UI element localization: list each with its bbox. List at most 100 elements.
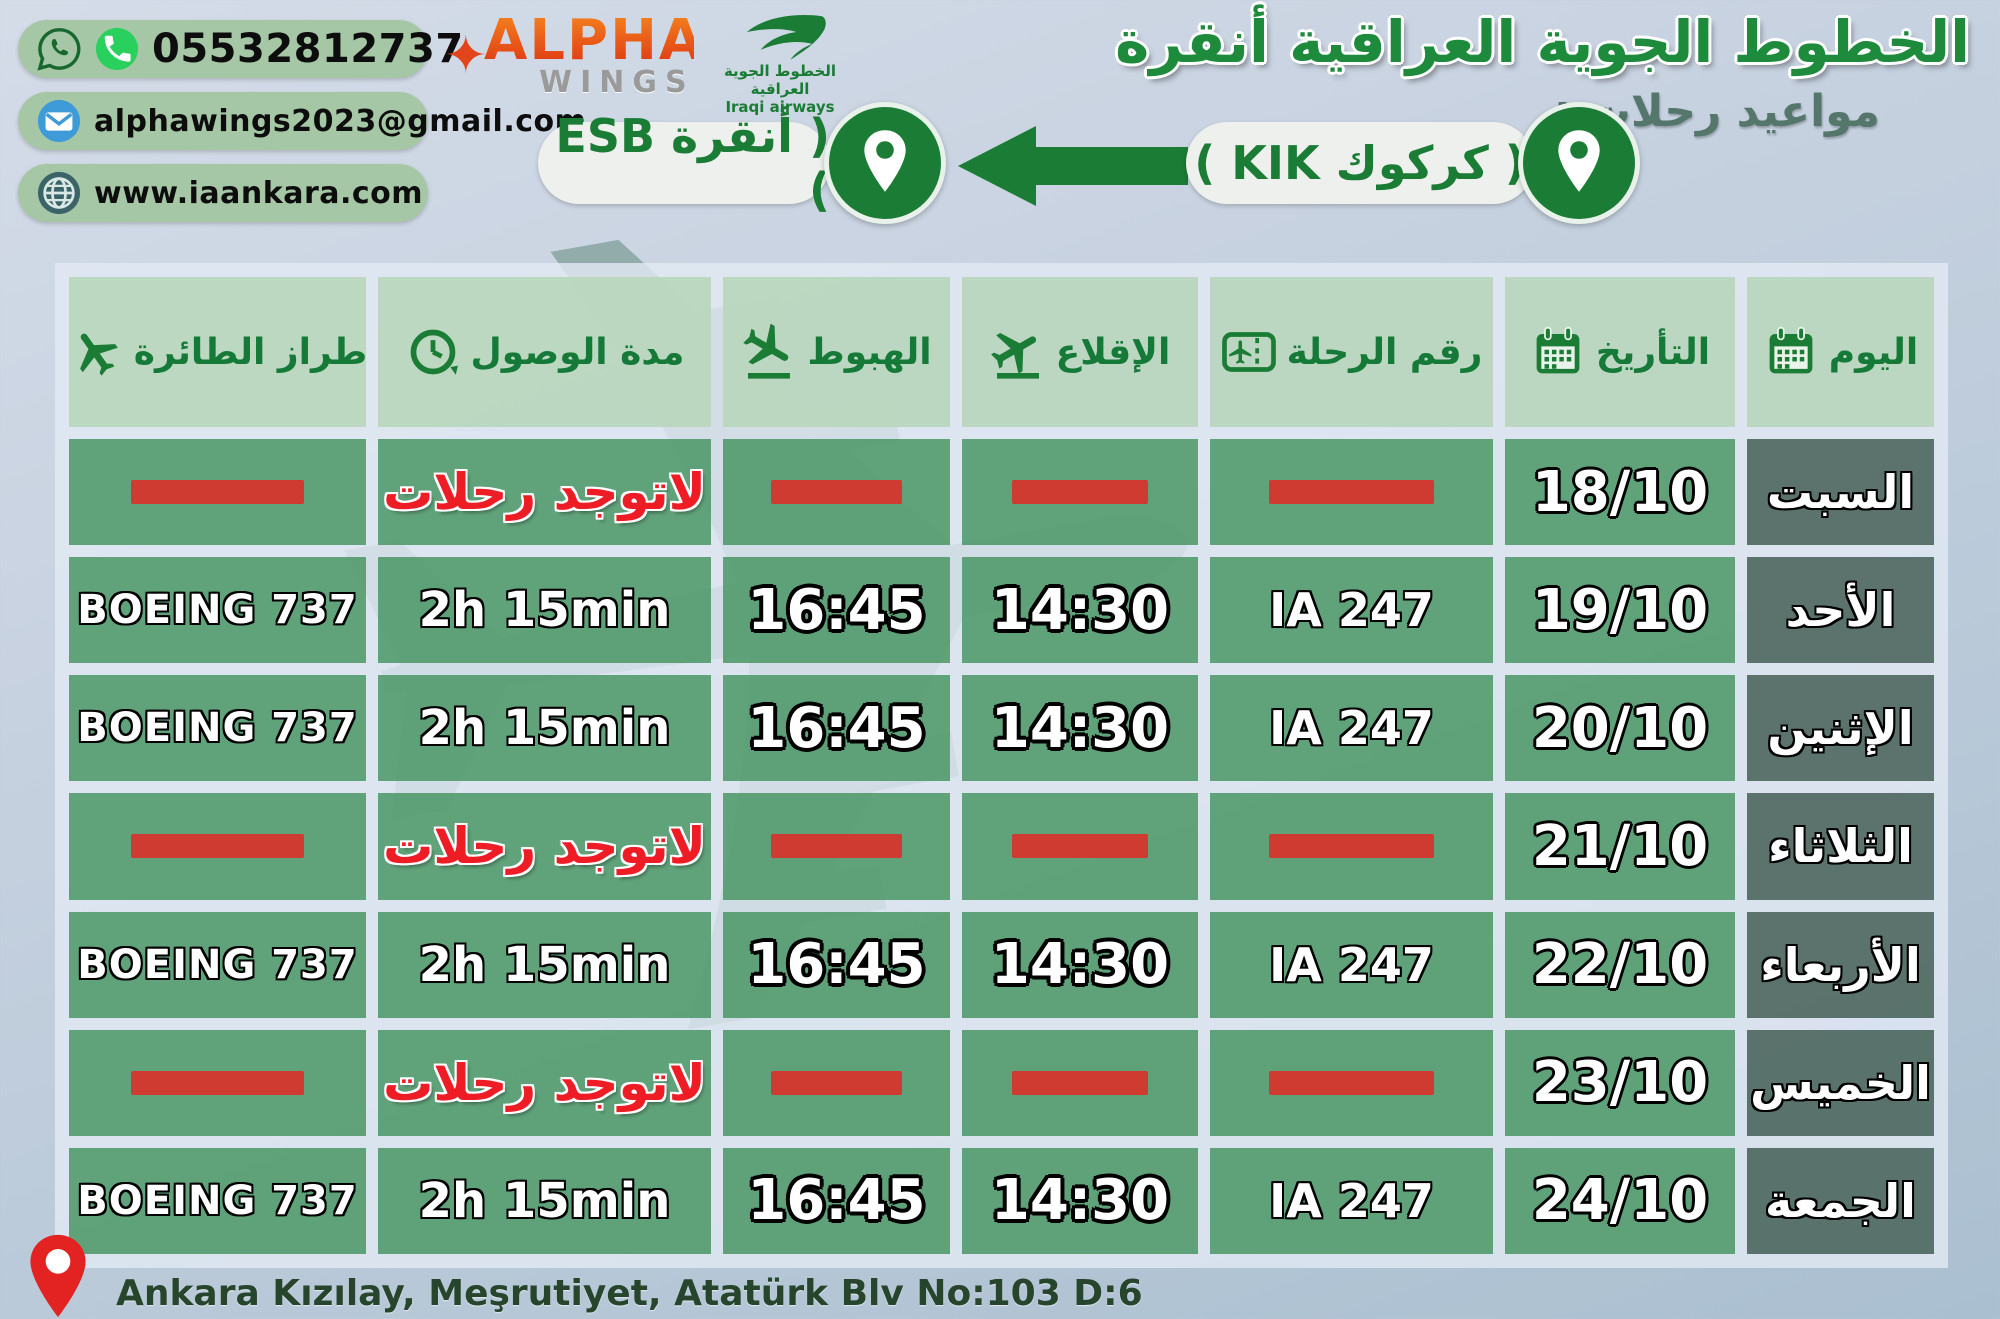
row-3-cell-duration: لاتوجد رحلات <box>378 793 711 900</box>
row-4-cell-day: الأربعاء <box>1747 911 1934 1018</box>
day-value: السبت <box>1766 465 1915 520</box>
date-value: 24/10 <box>1531 1168 1709 1234</box>
row-2-cell-aircraft: BOEING 737 <box>69 675 366 782</box>
flight_no-value: IA 247 <box>1269 937 1434 992</box>
website-text: www.iaankara.com <box>94 175 424 211</box>
no-flights-label: لاتوجد رحلات <box>383 463 706 522</box>
row-5-cell-day: الخميس <box>1747 1029 1934 1136</box>
date-value: 18/10 <box>1531 459 1709 525</box>
row-0-cell-takeoff <box>962 439 1198 546</box>
day-value: الإثنين <box>1767 701 1914 756</box>
row-1-cell-day: الأحد <box>1747 557 1934 664</box>
row-0-cell-aircraft <box>69 439 366 546</box>
phone-number: 05532812737 <box>152 26 464 72</box>
row-6-cell-aircraft: BOEING 737 <box>69 1147 366 1254</box>
iraqi-airways-bird-icon <box>733 10 828 62</box>
row-1-cell-landing: 16:45 <box>723 557 950 664</box>
column-label-aircraft: طراز الطائرة <box>133 331 368 373</box>
row-0-cell-duration: لاتوجد رحلات <box>378 439 711 546</box>
ticket-icon <box>1221 324 1277 380</box>
day-value: الثلاثاء <box>1768 819 1913 874</box>
row-3-cell-landing <box>723 793 950 900</box>
row-0-cell-flight_no <box>1210 439 1493 546</box>
location-pin-icon <box>858 128 912 198</box>
destination-pin <box>824 102 946 224</box>
column-header-duration: مدة الوصول <box>378 277 711 427</box>
globe-icon <box>36 170 82 216</box>
row-3-cell-takeoff <box>962 793 1198 900</box>
row-0-cell-date: 18/10 <box>1505 439 1735 546</box>
email-text: alphawings2023@gmail.com <box>94 103 587 139</box>
row-6-cell-takeoff: 14:30 <box>962 1147 1198 1254</box>
duration-value: 2h 15min <box>418 936 671 993</box>
row-2-cell-landing: 16:45 <box>723 675 950 782</box>
iraqi-airways-name-en: Iraqi airways <box>725 98 835 116</box>
date-value: 21/10 <box>1531 813 1709 879</box>
row-6-cell-duration: 2h 15min <box>378 1147 711 1254</box>
alpha-wings-logo: ✦ ALPHA WINGS <box>444 8 702 120</box>
row-0-cell-landing <box>723 439 950 546</box>
no-flight-dash <box>131 1070 304 1095</box>
aircraft-value: BOEING 737 <box>77 587 358 634</box>
origin-label: ( كركوك KIK ) <box>1194 136 1526 190</box>
aircraft-value: BOEING 737 <box>77 1177 358 1224</box>
iraqi-airways-name-ar: الخطوط الجوية العراقية <box>723 62 837 98</box>
phone-pill: 05532812737 <box>18 20 463 78</box>
takeoff-value: 14:30 <box>990 1168 1170 1234</box>
day-value: الأحد <box>1785 583 1896 638</box>
row-5-cell-duration: لاتوجد رحلات <box>378 1029 711 1136</box>
no-flight-dash <box>1011 834 1149 859</box>
plane-landing-icon <box>741 324 797 380</box>
landing-value: 16:45 <box>747 577 926 643</box>
route-arrow-icon <box>958 126 1190 206</box>
calendar-icon <box>1530 324 1586 380</box>
row-6-cell-flight_no: IA 247 <box>1210 1147 1493 1254</box>
row-6-cell-landing: 16:45 <box>723 1147 950 1254</box>
origin-pin <box>1518 102 1640 224</box>
duration-value: 2h 15min <box>418 1172 671 1229</box>
row-6-cell-date: 24/10 <box>1505 1147 1735 1254</box>
date-value: 20/10 <box>1531 695 1709 761</box>
no-flight-dash <box>131 834 304 859</box>
footer-address: Ankara Kızılay, Meşrutiyet, Atatürk Blv … <box>116 1273 1143 1314</box>
no-flight-dash <box>1269 480 1434 505</box>
iraqi-airways-logo: الخطوط الجوية العراقية Iraqi airways <box>700 10 860 116</box>
row-4-cell-date: 22/10 <box>1505 911 1735 1018</box>
poster-title: الخطوط الجوية العراقية أنقرة <box>1115 8 1970 76</box>
row-3-cell-day: الثلاثاء <box>1747 793 1934 900</box>
no-flights-label: لاتوجد رحلات <box>383 1053 706 1112</box>
route-bar: ( أنقرة ESB ) ( كركوك KIK ) <box>0 0 2000 240</box>
phone-icon <box>94 26 140 72</box>
row-1-cell-flight_no: IA 247 <box>1210 557 1493 664</box>
date-value: 19/10 <box>1531 577 1709 643</box>
row-5-cell-landing <box>723 1029 950 1136</box>
column-label-flight_no: رقم الرحلة <box>1286 331 1483 373</box>
footer: Ankara Kızılay, Meşrutiyet, Atatürk Blv … <box>14 1230 1914 1319</box>
aircraft-value: BOEING 737 <box>77 941 358 988</box>
location-pin-icon <box>1552 128 1606 198</box>
column-label-takeoff: الإقلاع <box>1055 331 1171 373</box>
destination-pill: ( أنقرة ESB ) <box>538 109 830 217</box>
wings-logo-text: WINGS <box>539 65 695 100</box>
column-label-landing: الهبوط <box>807 331 932 373</box>
row-5-cell-flight_no <box>1210 1029 1493 1136</box>
no-flight-dash <box>770 480 903 505</box>
column-header-takeoff: الإقلاع <box>962 277 1198 427</box>
column-label-duration: مدة الوصول <box>470 331 685 373</box>
flight_no-value: IA 247 <box>1269 1173 1434 1228</box>
email-icon <box>36 98 82 144</box>
column-header-day: اليوم <box>1747 277 1934 427</box>
day-value: الأربعاء <box>1760 937 1921 992</box>
arrow-head <box>958 126 1036 206</box>
no-flights-label: لاتوجد رحلات <box>383 817 706 876</box>
plane-icon <box>68 324 124 380</box>
flight_no-value: IA 247 <box>1269 701 1434 756</box>
calendar-icon <box>1763 324 1819 380</box>
row-4-cell-duration: 2h 15min <box>378 911 711 1018</box>
column-header-landing: الهبوط <box>723 277 950 427</box>
day-value: الجمعة <box>1765 1173 1916 1228</box>
landing-value: 16:45 <box>747 932 926 998</box>
landing-value: 16:45 <box>747 1168 926 1234</box>
aircraft-value: BOEING 737 <box>77 705 358 752</box>
row-4-cell-aircraft: BOEING 737 <box>69 911 366 1018</box>
